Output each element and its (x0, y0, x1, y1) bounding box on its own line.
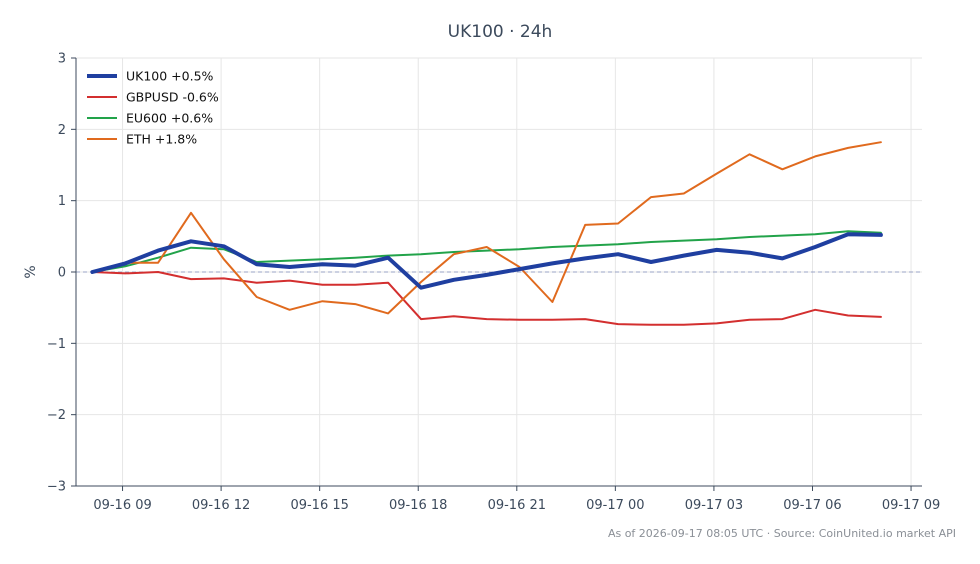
legend-label: EU600 +0.6% (126, 111, 213, 126)
x-tick-label: 09-17 00 (586, 498, 644, 513)
series-line-0 (90, 232, 883, 290)
series-lines (90, 141, 883, 326)
source-footer: As of 2026-09-17 08:05 UTC · Source: Coi… (608, 527, 956, 540)
y-tick-label: 0 (58, 266, 66, 281)
y-axis-label: % (23, 265, 39, 278)
chart-title: UK100 · 24h (448, 22, 553, 42)
y-tick-label: −1 (47, 337, 66, 352)
series-line-1 (91, 271, 882, 326)
x-tick-label: 09-16 18 (389, 498, 447, 513)
x-tick-label: 09-16 21 (488, 498, 546, 513)
x-tick-label: 09-17 03 (685, 498, 743, 513)
legend: UK100 +0.5% GBPUSD -0.6% EU600 +0.6% ETH +1… (87, 69, 219, 147)
x-axis-ticks: 09-16 09 09-16 12 09-16 15 09-16 18 09-16 21… (93, 486, 940, 513)
legend-label: UK100 +0.5% (126, 69, 214, 84)
x-tick-label: 09-17 09 (882, 498, 940, 513)
y-tick-label: 1 (58, 194, 66, 209)
y-axis-ticks: −3 −2 −1 0 1 2 3 (47, 52, 76, 495)
x-tick-label: 09-16 15 (290, 498, 348, 513)
legend-label: GBPUSD -0.6% (126, 90, 219, 105)
y-tick-label: −2 (47, 408, 66, 423)
x-tick-label: 09-16 12 (192, 498, 250, 513)
x-tick-label: 09-17 06 (783, 498, 841, 513)
y-tick-label: −3 (47, 480, 66, 495)
legend-label: ETH +1.8% (126, 132, 197, 147)
x-tick-label: 09-16 09 (93, 498, 151, 513)
series-line-2 (91, 230, 882, 273)
y-tick-label: 3 (58, 52, 66, 67)
series-line-3 (91, 141, 882, 315)
y-tick-label: 2 (58, 123, 66, 138)
